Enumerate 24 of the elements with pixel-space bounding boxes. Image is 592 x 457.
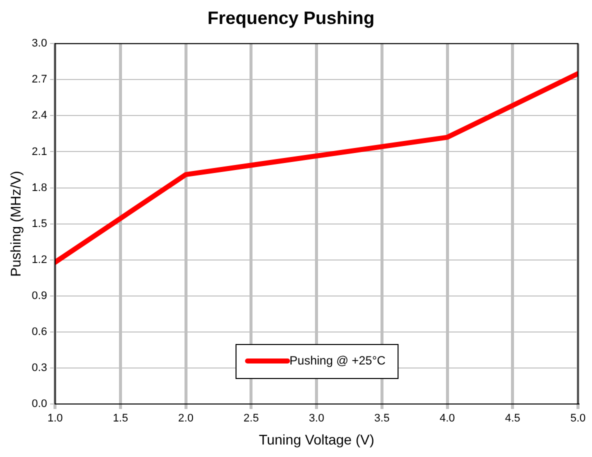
y-axis-title: Pushing (MHz/V) (7, 170, 24, 277)
y-tick-label: 2.1 (32, 146, 48, 158)
x-axis-title: Tuning Voltage (V) (258, 431, 374, 448)
x-tick-label: 4.5 (504, 412, 520, 425)
x-tick-label: 1.0 (47, 412, 63, 425)
legend-label: Pushing @ +25°C (290, 353, 386, 368)
y-tick-label: 2.7 (32, 74, 48, 86)
x-tick-label: 5.0 (570, 412, 586, 425)
x-tick-label: 1.5 (112, 412, 128, 425)
y-tick-label: 0.0 (32, 398, 48, 410)
x-tick-label: 4.0 (440, 412, 455, 425)
y-tick-label: 1.8 (32, 182, 48, 194)
y-tick-label: 1.2 (32, 254, 48, 266)
y-tick-label: 1.5 (32, 218, 48, 230)
chart-title: Frequency Pushing (207, 8, 375, 28)
x-tick-label: 3.5 (374, 412, 390, 425)
x-tick-label: 2.0 (178, 412, 194, 425)
y-tick-label: 0.9 (32, 290, 48, 302)
x-tick-label: 2.5 (244, 412, 259, 425)
y-tick-label: 0.3 (32, 362, 48, 374)
x-tick-label: 3.0 (308, 412, 324, 425)
y-tick-label: 3.0 (32, 38, 48, 50)
y-tick-label: 2.4 (32, 110, 48, 122)
y-tick-label: 0.6 (32, 326, 48, 338)
